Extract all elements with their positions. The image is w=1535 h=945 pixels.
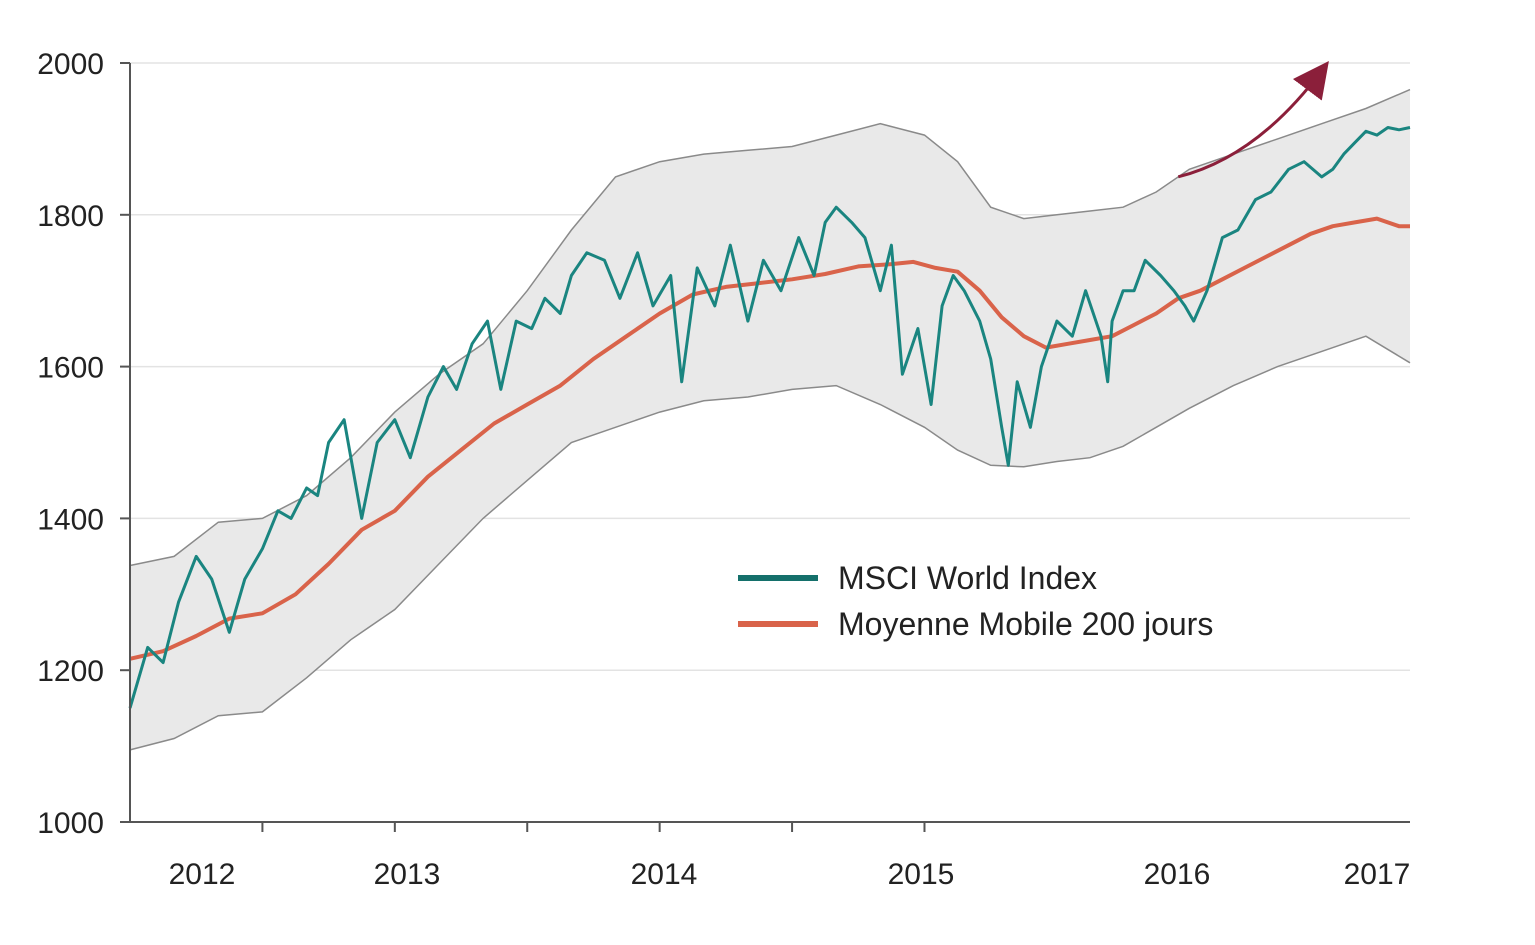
y-axis-ticks: 1000 1200 1400 1600 1800 2000 [37,48,130,840]
y-tick-label: 1800 [37,200,104,233]
y-tick-label: 1200 [37,655,104,688]
x-axis-ticks: 2012 2013 2014 2015 2016 2017 [169,822,1411,891]
y-tick-label: 1000 [37,807,104,840]
series-line-moving-average [129,216,1410,661]
trend-arrow [1177,60,1329,179]
band-upper-line [129,88,1411,567]
band-lower-line [129,335,1411,751]
x-tick-label: 2014 [631,858,698,891]
x-tick-label: 2016 [1144,858,1211,891]
band-area [130,89,1410,750]
x-tick-label: 2017 [1344,858,1411,891]
axes [129,63,1410,823]
y-tick-label: 1600 [37,352,104,385]
legend: MSCI World Index Moyenne Mobile 200 jours [738,560,1213,642]
y-tick-label: 2000 [37,48,104,81]
legend-label: Moyenne Mobile 200 jours [838,606,1213,642]
series-line-msci-world-index [128,126,1411,709]
series-layer [128,126,1411,709]
x-tick-label: 2012 [169,858,236,891]
x-tick-label: 2013 [374,858,441,891]
legend-label: MSCI World Index [838,560,1097,596]
y-tick-label: 1400 [37,503,104,536]
x-tick-label: 2015 [888,858,955,891]
